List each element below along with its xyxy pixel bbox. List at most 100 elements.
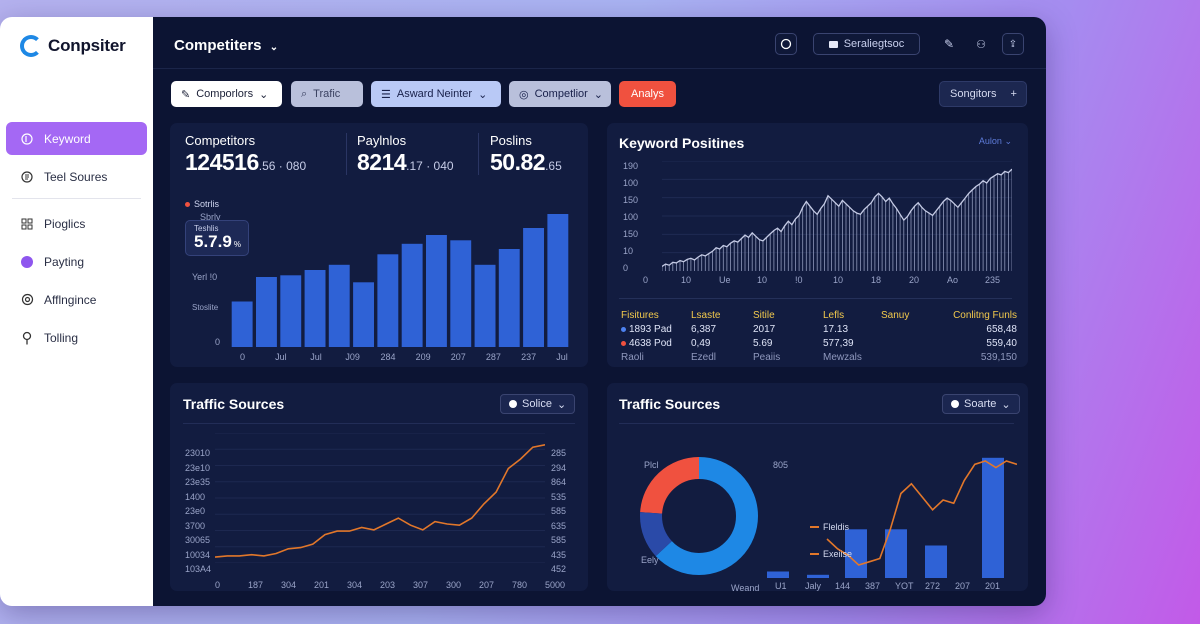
bar[interactable] [353,282,374,347]
table-header: Fisitures Lsaste Sitile Lefls Sanuy Conlitng … [621,308,1017,322]
chevron-down-icon: ⌄ [259,88,269,101]
folder-icon [828,40,838,48]
positions-x-tick: 10 [681,275,692,285]
bar-y-label: 0 [215,337,221,347]
donut-chart [640,457,758,575]
chevron-down-icon: ⌄ [593,88,604,101]
search-icon: ⌕ [301,87,308,100]
bar-x-tick: 209 [415,352,431,362]
stat-paylnlos-value: 8214.17 · 040 [357,149,454,175]
row-dot-icon [621,340,626,346]
logo-mark-icon [20,35,42,57]
bar[interactable] [767,571,789,579]
bar[interactable] [523,228,544,347]
bar[interactable] [807,574,829,578]
traffic-left-y-right-tick: 635 [551,520,567,531]
traffic-filter[interactable]: ⌕ Trafic [291,81,363,107]
table-row[interactable]: 1893 Pad 6,387 2017 17.13 658,48 [621,322,1017,336]
table-cell: 1893 Pad [621,324,691,335]
main-area: Competiters ⌄ Seraliegtsoc ✎ ⚇ ⇪ ✎ [153,17,1046,606]
traffic-left-chart [215,433,545,563]
bar[interactable] [885,529,907,578]
traffic-left-title: Traffic Sources [183,396,285,412]
positions-x-tick: 20 [909,275,920,285]
bar[interactable] [426,235,447,347]
users-button[interactable]: ⚇ [971,33,991,55]
pen-button[interactable]: ✎ [939,33,959,55]
competitors-filter[interactable]: ✎ Comporlors ⌄ [171,81,282,107]
table-divider [619,298,1012,299]
table-cell: 5.69 [753,337,773,349]
bar[interactable] [450,240,472,347]
table-row[interactable]: 4638 Pod 0,49 5.69 577,39 559,40 [621,336,1017,350]
sidebar-item-label: Teel Soures [44,169,108,184]
positions-y-tick: 10 [623,246,634,256]
settings-button[interactable]: Songitors + [939,81,1027,107]
bar[interactable] [231,301,253,348]
sidebar-item-afflngince[interactable]: Afflngince [6,283,147,316]
sidebar-item-keyword[interactable]: Keyword [6,122,147,155]
positions-title: Keyword Positines [619,135,745,151]
sidebar-item-payting[interactable]: Payting [6,245,147,278]
bar[interactable] [401,243,423,347]
table-header-cell: Conlitng Funls [953,309,1017,321]
bar[interactable] [845,529,867,578]
sidebar-nav: Keyword Teel Soures Pioglics Payting [6,122,147,359]
traffic-right-select[interactable]: Soarte ⌄ [942,394,1020,414]
pen-icon: ✎ [943,37,955,51]
keyword-filter[interactable]: ☰ Asward Neinter ⌄ [371,81,501,107]
menu-icon: ☰ [381,88,391,101]
positions-chart [662,161,1012,271]
timer-button[interactable] [775,33,797,55]
filter-bar: ✎ Comporlors ⌄ ⌕ Trafic ☰ Asward Neinter… [171,81,1028,109]
bar[interactable] [474,264,496,347]
bar-x-tick: Jul [310,352,322,362]
bar-x-tick: 0 [240,352,246,362]
legend-line-icon [810,526,819,528]
users-icon: ⚇ [976,38,986,51]
donut-label: Weand [731,583,760,591]
traffic-right-legend-2: Exeiise [810,549,852,559]
bar[interactable] [328,264,350,347]
traffic-left-x-tick: 187 [248,580,264,590]
bar-x-tick: 207 [450,352,466,362]
bar[interactable] [256,277,277,347]
analysis-button[interactable]: Analys [619,81,676,107]
traffic-left-y-tick: 23e10 [185,462,211,473]
table-cell: 2017 [753,323,776,335]
bar-x-tick: 284 [380,352,396,362]
bar[interactable] [498,249,520,347]
traffic-right-x-tick: Jaly [805,581,822,591]
traffic-left-select[interactable]: Solice ⌄ [500,394,576,414]
traffic-left-x-tick: 207 [479,580,495,590]
table-cell: 559,40 [986,337,1017,349]
positions-x-tick: 10 [757,275,768,285]
traffic-left-x-tick: 307 [413,580,429,590]
search-button[interactable]: Seraliegtsoc [813,33,920,55]
bar[interactable] [925,545,947,579]
sidebar-item-tolling[interactable]: Tolling [6,321,147,354]
app-window: Conpsiter Keyword Teel Soures Pioglic [0,17,1046,606]
sidebar-item-teel-soures[interactable]: Teel Soures [6,160,147,193]
stat-divider [478,133,479,175]
table-row[interactable]: Raoli Ezedl Peaiis Mewzals 539,150 [621,350,1017,364]
positions-menu[interactable]: Aulon ⌄ [978,136,1012,146]
bar[interactable] [982,457,1004,578]
traffic-right-x-tick: YOT [895,581,914,591]
pin-icon [20,331,34,345]
sidebar-item-pioglics[interactable]: Pioglics [6,207,147,240]
traffic-left-y-tick: 1400 [185,491,206,502]
bar[interactable] [280,275,302,347]
bar[interactable] [377,254,399,347]
app-logo[interactable]: Conpsiter [20,35,126,57]
page-title[interactable]: Competiters ⌄ [174,37,279,54]
share-button[interactable]: ⇪ [1002,33,1024,55]
positions-x-tick: 18 [871,275,882,285]
donut-label: Eely [641,555,659,565]
competitor-filter[interactable]: ◎ Competlior ⌄ [509,81,611,107]
bar[interactable] [304,270,326,347]
bar[interactable] [547,214,569,347]
table-cell: Ezedl [691,351,717,363]
stat-divider [346,133,347,175]
traffic-line [215,444,545,558]
